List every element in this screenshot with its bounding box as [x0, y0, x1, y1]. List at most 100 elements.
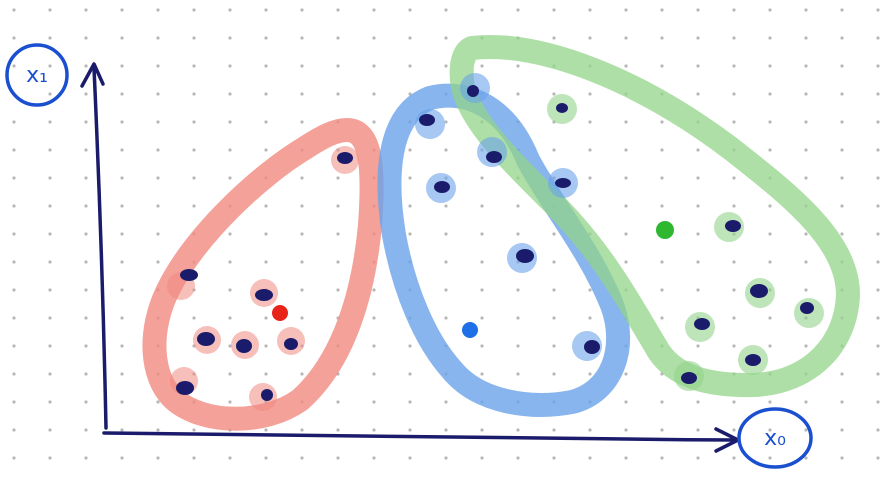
grid-dot — [840, 232, 844, 236]
grid-dot — [444, 456, 448, 460]
grid-dot — [840, 456, 844, 460]
grid-dot — [732, 176, 736, 180]
grid-dot — [372, 344, 376, 348]
grid-dot — [444, 120, 448, 124]
grid-dot — [660, 36, 664, 40]
grid-dot — [336, 92, 340, 96]
grid-dot — [840, 92, 844, 96]
grid-dot — [804, 428, 808, 432]
grid-dot — [192, 36, 196, 40]
grid-dot — [696, 8, 700, 12]
grid-dot — [156, 120, 160, 124]
blue-cluster-outline — [377, 83, 631, 417]
grid-dot — [336, 204, 340, 208]
grid-dot — [480, 344, 484, 348]
grid-dot — [516, 204, 520, 208]
grid-dot — [768, 260, 772, 264]
grid-dot — [120, 176, 124, 180]
grid-dot — [660, 64, 664, 68]
grid-dot — [480, 8, 484, 12]
grid-dot — [408, 232, 412, 236]
grid-dot — [192, 148, 196, 152]
grid-dot — [120, 232, 124, 236]
grid-dot — [732, 344, 736, 348]
data-point — [467, 85, 479, 97]
grid-dot — [84, 92, 88, 96]
data-point — [284, 338, 298, 350]
grid-dot — [408, 92, 412, 96]
grid-dot — [156, 232, 160, 236]
grid-dot — [624, 260, 628, 264]
grid-dot — [516, 316, 520, 320]
grid-dot — [516, 344, 520, 348]
grid-dot — [768, 204, 772, 208]
grid-dot — [588, 316, 592, 320]
grid-dot — [624, 400, 628, 404]
grid-dot — [840, 204, 844, 208]
grid-dot — [588, 204, 592, 208]
grid-dot — [48, 400, 52, 404]
grid-dot — [120, 400, 124, 404]
grid-dot — [12, 400, 16, 404]
grid-dot — [732, 316, 736, 320]
grid-dot — [660, 428, 664, 432]
grid-dot — [840, 64, 844, 68]
grid-dot — [84, 316, 88, 320]
data-points — [176, 85, 814, 401]
grid-dot — [120, 316, 124, 320]
grid-dot — [120, 372, 124, 376]
grid-dot — [372, 8, 376, 12]
data-point — [236, 339, 252, 353]
grid-dot — [264, 8, 268, 12]
grid-dot — [264, 120, 268, 124]
grid-dot — [12, 148, 16, 152]
data-point — [694, 318, 710, 330]
grid-dot — [228, 92, 232, 96]
grid-dot — [12, 204, 16, 208]
grid-dot — [300, 36, 304, 40]
grid-dot — [228, 288, 232, 292]
grid-dot — [48, 36, 52, 40]
grid-dot — [228, 316, 232, 320]
grid-dot — [552, 344, 556, 348]
grid-dot — [192, 92, 196, 96]
grid-dot — [228, 176, 232, 180]
grid-dot — [12, 260, 16, 264]
grid-dot — [336, 8, 340, 12]
grid-dot — [732, 288, 736, 292]
grid-dot — [12, 176, 16, 180]
grid-dot — [444, 36, 448, 40]
grid-dot — [192, 8, 196, 12]
grid-dot — [48, 120, 52, 124]
grid-dot — [732, 36, 736, 40]
grid-dot — [192, 204, 196, 208]
grid-dot — [12, 344, 16, 348]
grid-dot — [552, 92, 556, 96]
grid-dot — [228, 120, 232, 124]
grid-dot — [228, 64, 232, 68]
grid-dot — [876, 92, 880, 96]
grid-dot — [876, 344, 880, 348]
grid-dot — [408, 456, 412, 460]
grid-dot — [228, 372, 232, 376]
grid-dot — [264, 232, 268, 236]
grid-dot — [156, 428, 160, 432]
data-point — [255, 289, 273, 301]
grid-dot — [84, 456, 88, 460]
grid-dot — [228, 456, 232, 460]
grid-dot — [588, 148, 592, 152]
grid-dot — [696, 232, 700, 236]
green-centroid — [656, 221, 674, 239]
grid-dot — [660, 176, 664, 180]
grid-dot — [12, 232, 16, 236]
grid-dot — [372, 36, 376, 40]
grid-dot — [192, 120, 196, 124]
grid-dot — [552, 148, 556, 152]
grid-dot — [84, 64, 88, 68]
grid-dot — [156, 8, 160, 12]
grid-dot — [732, 204, 736, 208]
grid-dot — [660, 316, 664, 320]
grid-dot — [300, 316, 304, 320]
grid-dot — [336, 64, 340, 68]
grid-dot — [444, 8, 448, 12]
